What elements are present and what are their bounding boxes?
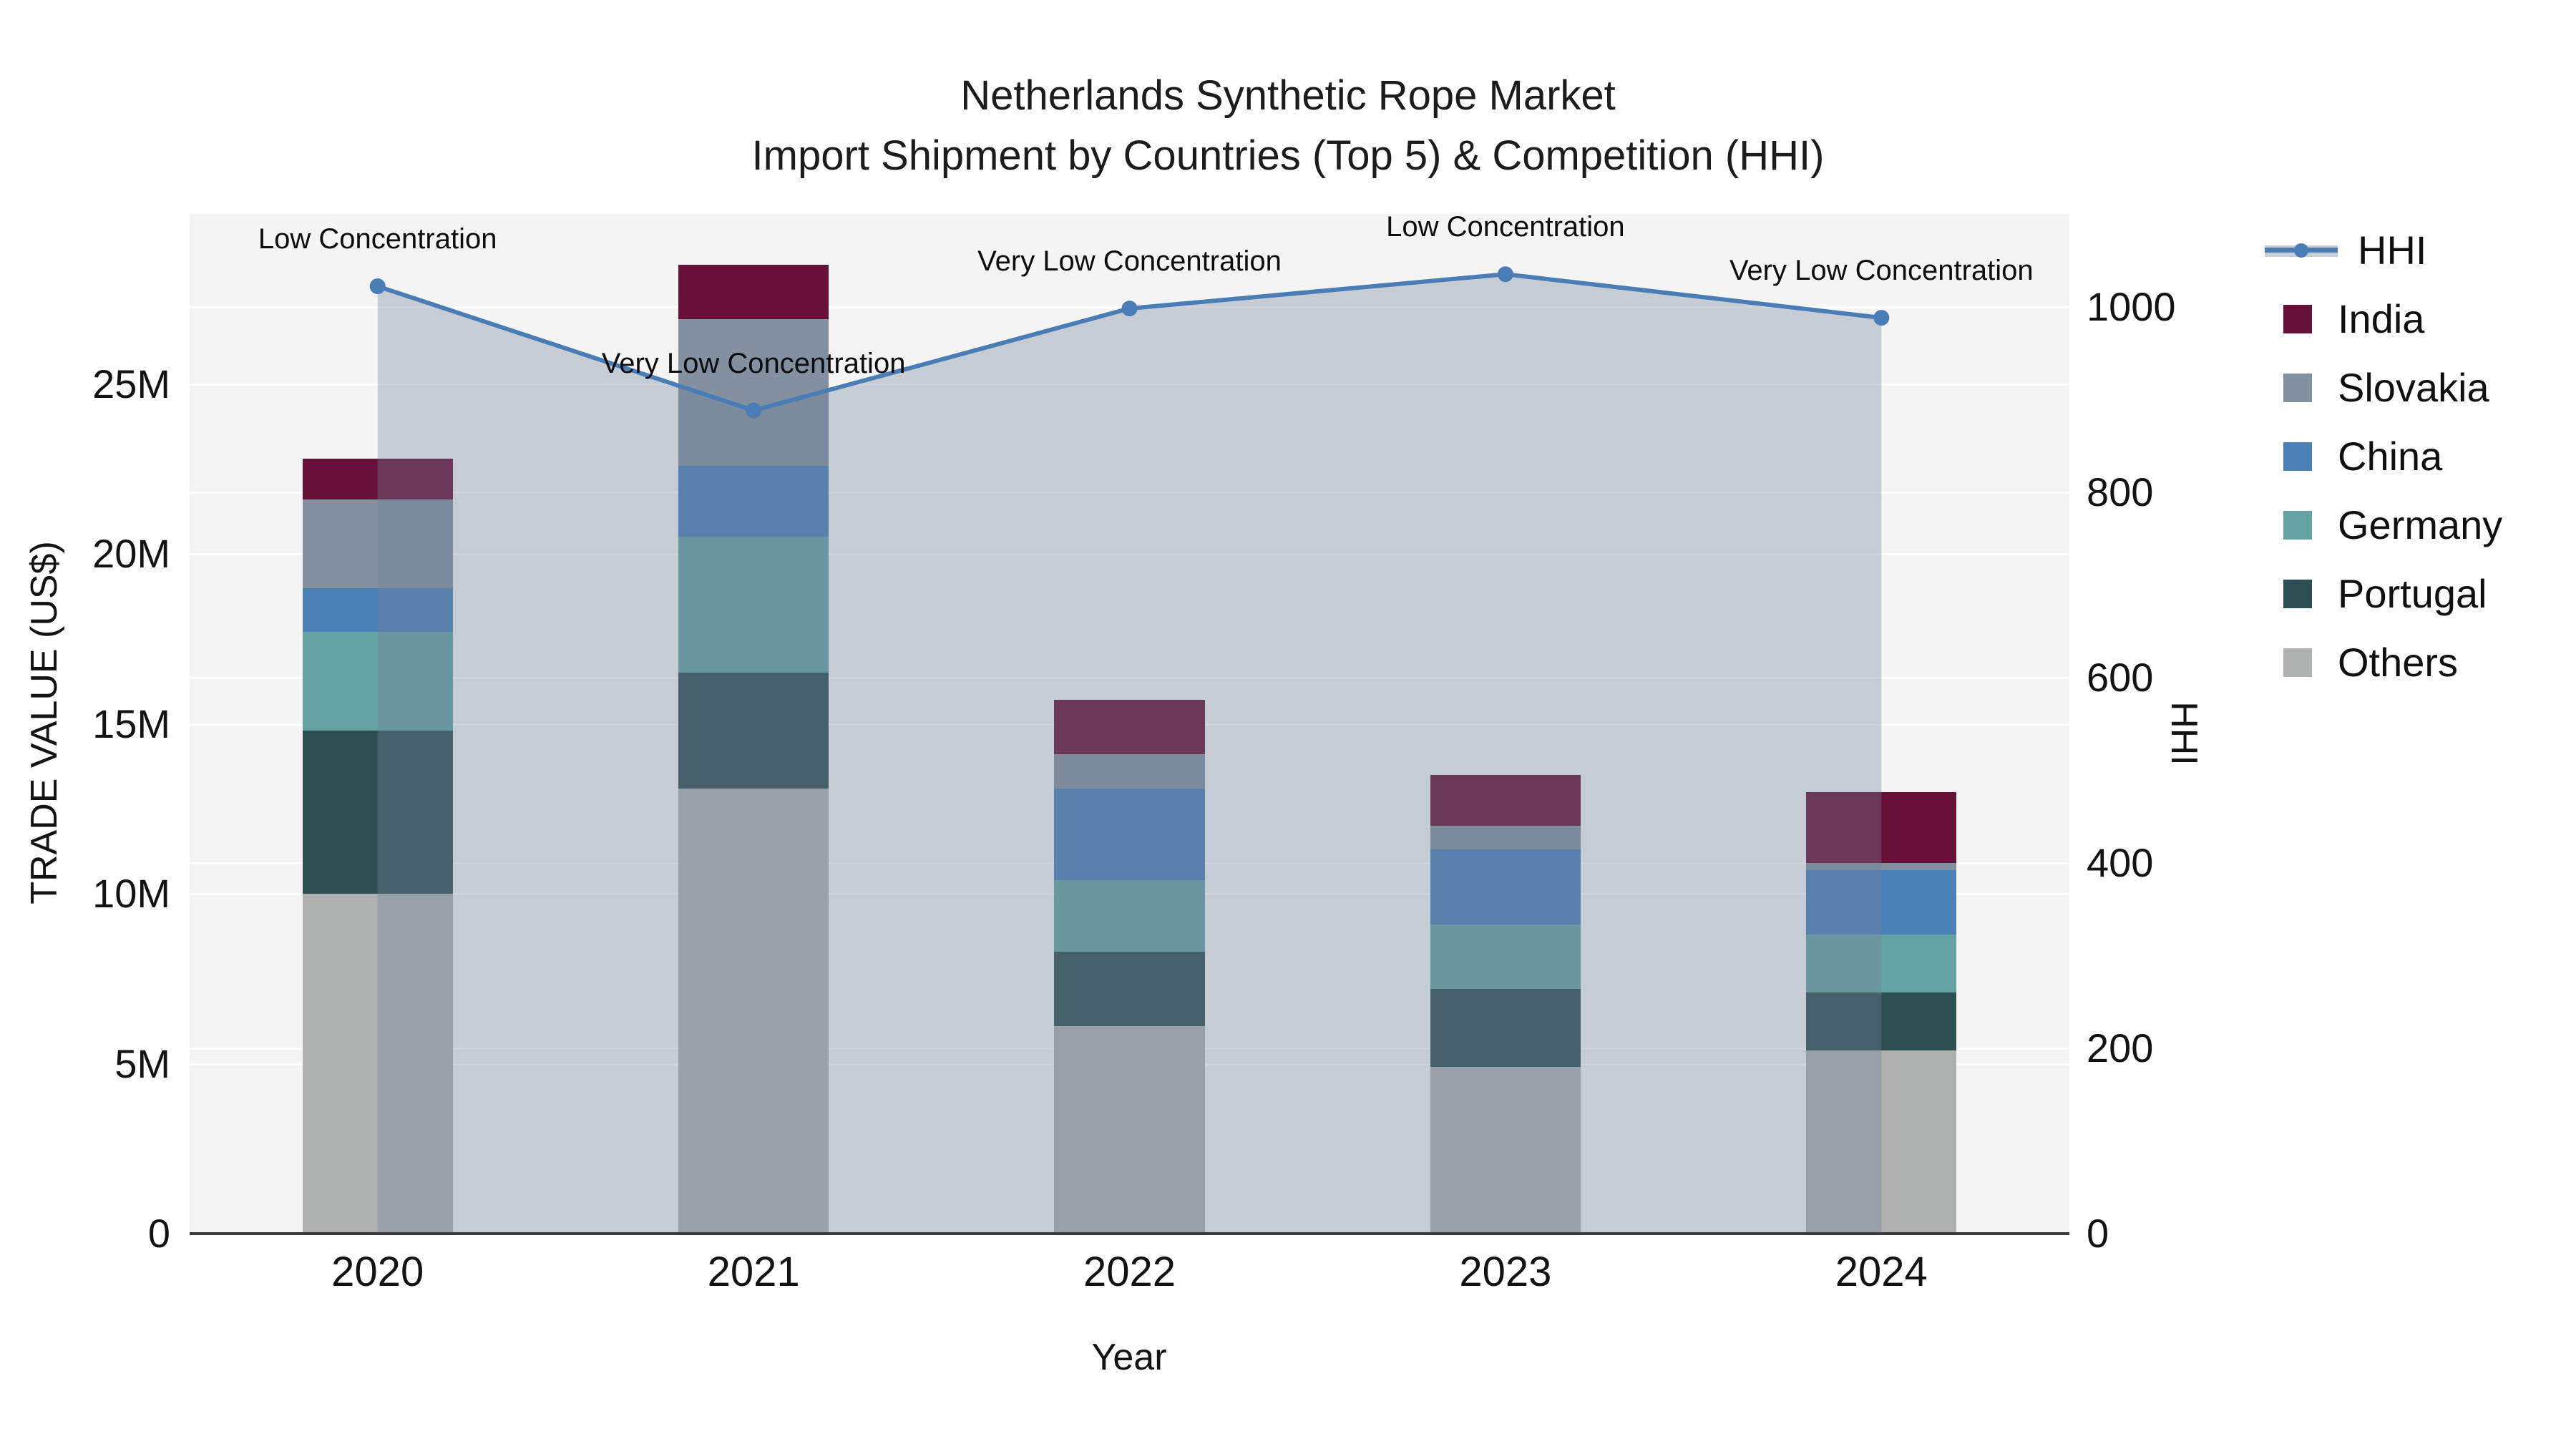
hhi-annotation-2020: Low Concentration <box>258 223 497 255</box>
y-right-tick-1000: 1000 <box>2087 283 2176 329</box>
bar-segment-portugal-2021[interactable] <box>678 673 829 789</box>
bar-segment-china-2023[interactable] <box>1430 849 1581 924</box>
hhi-point-2024[interactable] <box>1873 310 1890 326</box>
gridline-trade-25 <box>190 383 2069 386</box>
bar-segment-china-2021[interactable] <box>678 465 829 537</box>
bar-segment-india-2022[interactable] <box>1054 700 1205 755</box>
legend-swatch-portugal <box>2283 580 2312 608</box>
y-left-tick-0: 0 <box>147 1211 170 1256</box>
chart-title: Netherlands Synthetic Rope Market Import… <box>0 66 2576 186</box>
legend-label: HHI <box>2358 228 2427 273</box>
legend-item-portugal[interactable]: Portugal <box>2265 571 2502 617</box>
x-axis-title: Year <box>1091 1337 1167 1378</box>
hhi-point-2022[interactable] <box>1121 301 1138 317</box>
legend-label: Portugal <box>2338 571 2487 616</box>
y-right-tick-200: 200 <box>2087 1025 2154 1070</box>
bar-segment-portugal-2023[interactable] <box>1430 989 1581 1068</box>
hhi-annotation-2021: Very Low Concentration <box>601 347 906 379</box>
bar-segment-others-2023[interactable] <box>1430 1067 1581 1234</box>
y-right-tick-600: 600 <box>2087 654 2154 700</box>
hhi-line-legend-icon <box>2265 236 2338 265</box>
legend-swatch-germany <box>2283 511 2312 540</box>
bar-segment-others-2024[interactable] <box>1806 1050 1957 1234</box>
legend-item-others[interactable]: Others <box>2265 640 2502 686</box>
y-left-tick-15M: 15M <box>92 701 170 746</box>
bar-segment-china-2024[interactable] <box>1806 869 1957 935</box>
bar-segment-india-2024[interactable] <box>1806 791 1957 864</box>
legend-item-hhi[interactable]: HHI <box>2265 228 2502 273</box>
legend-label: Slovakia <box>2338 365 2489 410</box>
hhi-area-fill <box>377 274 1882 1234</box>
legend-label: India <box>2338 296 2425 341</box>
bar-segment-portugal-2024[interactable] <box>1806 992 1957 1050</box>
x-tick-2020: 2020 <box>331 1249 424 1295</box>
bar-segment-slovakia-2020[interactable] <box>302 499 453 588</box>
legend-label: Others <box>2338 640 2459 685</box>
bar-segment-portugal-2020[interactable] <box>302 731 453 894</box>
legend-item-china[interactable]: China <box>2265 434 2502 479</box>
legend: HHI India Slovakia China Germany Portugal Othe… <box>2265 228 2502 686</box>
hhi-point-2023[interactable] <box>1497 266 1513 283</box>
x-tick-2021: 2021 <box>707 1249 800 1295</box>
gridline-hhi-800 <box>190 491 2069 494</box>
bar-segment-china-2022[interactable] <box>1054 788 1205 880</box>
hhi-annotation-2023: Low Concentration <box>1386 211 1625 243</box>
bar-segment-germany-2023[interactable] <box>1430 924 1581 989</box>
y-right-tick-0: 0 <box>2087 1211 2109 1256</box>
bar-segment-slovakia-2023[interactable] <box>1430 826 1581 850</box>
x-axis-line <box>190 1232 2069 1235</box>
bar-segment-china-2020[interactable] <box>302 587 453 633</box>
bar-segment-slovakia-2022[interactable] <box>1054 754 1205 789</box>
y-left-tick-25M: 25M <box>92 361 170 406</box>
bar-segment-germany-2020[interactable] <box>302 632 453 731</box>
y-right-tick-800: 800 <box>2087 469 2154 514</box>
legend-label: Germany <box>2338 502 2503 547</box>
bar-segment-slovakia-2024[interactable] <box>1806 863 1957 870</box>
bar-segment-germany-2024[interactable] <box>1806 935 1957 992</box>
y-left-tick-10M: 10M <box>92 871 170 916</box>
y-right-tick-400: 400 <box>2087 839 2154 885</box>
bar-segment-germany-2021[interactable] <box>678 537 829 673</box>
y-left-tick-5M: 5M <box>114 1040 170 1086</box>
bar-segment-india-2021[interactable] <box>678 265 829 320</box>
bar-segment-india-2023[interactable] <box>1430 774 1581 826</box>
legend-swatch-india <box>2283 305 2312 333</box>
gridline-hhi-600 <box>190 676 2069 679</box>
x-tick-2022: 2022 <box>1083 1249 1176 1295</box>
bar-segment-others-2020[interactable] <box>302 894 453 1234</box>
hhi-point-2021[interactable] <box>746 402 762 419</box>
legend-swatch-others <box>2283 648 2312 677</box>
y-left-tick-20M: 20M <box>92 531 170 576</box>
chart-title-line-2: Import Shipment by Countries (Top 5) & C… <box>751 132 1825 179</box>
hhi-point-2020[interactable] <box>369 278 386 295</box>
legend-swatch-china <box>2283 442 2312 471</box>
legend-item-germany[interactable]: Germany <box>2265 502 2502 548</box>
legend-item-india[interactable]: India <box>2265 296 2502 342</box>
bar-segment-india-2020[interactable] <box>302 459 453 499</box>
legend-label: China <box>2338 434 2443 479</box>
hhi-annotation-2024: Very Low Concentration <box>1729 255 2034 287</box>
bar-segment-others-2022[interactable] <box>1054 1026 1205 1234</box>
x-tick-2024: 2024 <box>1835 1249 1928 1295</box>
bar-segment-others-2021[interactable] <box>678 788 829 1234</box>
hhi-annotation-2022: Very Low Concentration <box>977 245 1282 278</box>
bar-segment-portugal-2022[interactable] <box>1054 951 1205 1027</box>
gridline-trade-20 <box>190 553 2069 555</box>
legend-item-slovakia[interactable]: Slovakia <box>2265 365 2502 411</box>
legend-swatch-slovakia <box>2283 374 2312 402</box>
bar-segment-germany-2022[interactable] <box>1054 880 1205 952</box>
chart-title-line-1: Netherlands Synthetic Rope Market <box>960 72 1616 119</box>
x-tick-2023: 2023 <box>1459 1249 1552 1295</box>
